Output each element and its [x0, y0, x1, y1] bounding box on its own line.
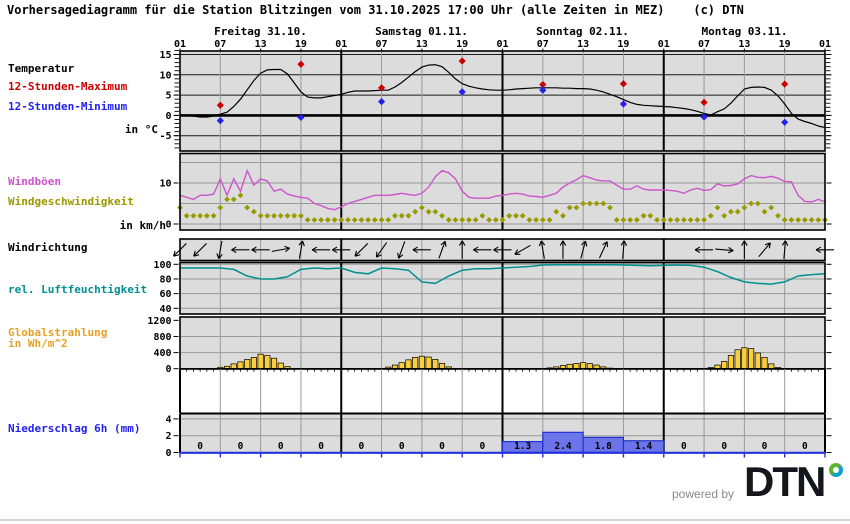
svg-text:0: 0 — [165, 364, 171, 375]
svg-text:19: 19 — [456, 39, 468, 50]
dtn-logo-text: DTN — [744, 458, 826, 505]
svg-text:13: 13 — [738, 39, 750, 50]
svg-text:-5: -5 — [159, 131, 171, 142]
svg-text:15: 15 — [159, 50, 171, 61]
day-header-monday: Montag 03.11. — [701, 25, 788, 38]
svg-text:0: 0 — [681, 441, 687, 452]
svg-text:0: 0 — [165, 220, 171, 231]
wind-panel: 10 0 — [159, 152, 832, 231]
page-title: Vorhersagediagramm für die Station Blitz… — [7, 3, 744, 17]
dtn-logo-dot-icon — [829, 463, 843, 477]
svg-text:1.8: 1.8 — [595, 441, 612, 452]
svg-text:60: 60 — [159, 289, 171, 300]
label-precipitation: Niederschlag 6h (mm) — [8, 422, 141, 435]
label-wind-direction: Windrichtung — [8, 241, 88, 254]
svg-text:07: 07 — [698, 39, 710, 50]
label-radiation-1: Globalstrahlung — [8, 326, 108, 339]
panel-gap — [179, 369, 826, 413]
svg-text:0: 0 — [359, 441, 365, 452]
svg-text:0: 0 — [721, 441, 727, 452]
svg-text:5: 5 — [165, 91, 171, 102]
svg-text:19: 19 — [779, 39, 791, 50]
svg-text:13: 13 — [255, 39, 267, 50]
svg-text:0: 0 — [762, 441, 768, 452]
svg-text:19: 19 — [617, 39, 629, 50]
svg-text:0: 0 — [439, 441, 445, 452]
label-wind-unit: in km/h — [119, 219, 166, 232]
svg-text:01: 01 — [335, 39, 347, 50]
svg-text:2: 2 — [165, 431, 171, 442]
svg-text:01: 01 — [819, 39, 831, 50]
label-temperature: Temperatur — [8, 62, 75, 75]
svg-text:10: 10 — [159, 70, 171, 81]
svg-text:07: 07 — [376, 39, 388, 50]
svg-text:0: 0 — [197, 441, 203, 452]
svg-text:80: 80 — [159, 274, 171, 285]
svg-text:0: 0 — [318, 441, 324, 452]
svg-text:13: 13 — [416, 39, 428, 50]
day-header-saturday: Samstag 01.11. — [375, 25, 468, 38]
label-wind-gusts: Windböen — [8, 175, 61, 188]
svg-text:07: 07 — [214, 39, 226, 50]
footer-divider — [0, 519, 850, 521]
svg-text:1200: 1200 — [147, 316, 171, 327]
svg-text:400: 400 — [153, 348, 171, 359]
svg-text:0: 0 — [165, 448, 171, 459]
temperature-panel: 15 10 5 0 -5 — [159, 49, 832, 152]
svg-text:01: 01 — [496, 39, 508, 50]
day-header-friday: Freitag 31.10. — [214, 25, 307, 38]
svg-text:19: 19 — [295, 39, 307, 50]
humidity-panel: 100 80 60 40 — [153, 260, 832, 315]
svg-text:0: 0 — [238, 441, 244, 452]
precipitation-panel: 0 0 0 0 0 0 0 0 1.3 2.4 1.8 1.4 0 0 0 0 4 2 0 — [165, 412, 832, 459]
svg-text:01: 01 — [174, 39, 186, 50]
svg-text:1.3: 1.3 — [514, 441, 531, 452]
svg-text:1.4: 1.4 — [635, 441, 652, 452]
label-temp-unit: in °C — [124, 123, 158, 136]
wind-direction-panel — [173, 238, 834, 262]
label-humidity: rel. Luftfeuchtigkeit — [8, 283, 148, 296]
svg-text:4: 4 — [165, 414, 171, 425]
svg-text:0: 0 — [165, 111, 171, 122]
svg-text:100: 100 — [153, 260, 171, 271]
svg-text:0: 0 — [278, 441, 284, 452]
hour-axis: 01 07 13 19 01 07 13 19 01 07 13 19 01 07 13 19 01 — [174, 39, 831, 51]
day-header-sunday: Sonntag 02.11. — [536, 25, 629, 38]
svg-text:07: 07 — [537, 39, 549, 50]
svg-text:0: 0 — [479, 441, 485, 452]
svg-text:40: 40 — [159, 304, 171, 315]
svg-text:0: 0 — [399, 441, 405, 452]
radiation-panel: 1200 800 400 0 — [147, 316, 832, 375]
label-wind-speed: Windgeschwindigkeit — [8, 195, 134, 208]
label-12h-minimum: 12-Stunden-Minimum — [8, 100, 128, 113]
powered-by-text: powered by — [672, 487, 735, 501]
svg-text:01: 01 — [658, 39, 670, 50]
svg-text:0: 0 — [802, 441, 808, 452]
svg-text:10: 10 — [159, 179, 171, 190]
svg-text:800: 800 — [153, 332, 171, 343]
svg-text:13: 13 — [577, 39, 589, 50]
svg-text:2.4: 2.4 — [554, 441, 571, 452]
label-radiation-2: in Wh/m^2 — [8, 337, 68, 350]
label-12h-maximum: 12-Stunden-Maximum — [8, 80, 128, 93]
